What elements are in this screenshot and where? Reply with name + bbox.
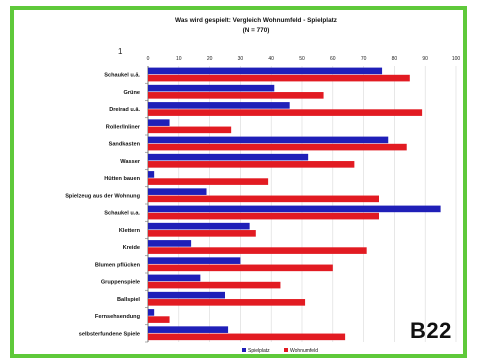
bar-wohnumfeld <box>148 316 170 323</box>
category-label: selbsterfundene Spiele <box>79 331 140 337</box>
legend: Spielplatz Wohnumfeld <box>242 348 318 354</box>
category-label: Kreide <box>123 245 140 251</box>
bar-spielplatz <box>148 153 309 161</box>
bar-spielplatz <box>148 102 290 109</box>
bar-wohnumfeld <box>148 212 379 220</box>
bar-spielplatz <box>148 136 389 144</box>
bar-spielplatz <box>148 171 155 178</box>
badge-label: B22 <box>410 318 452 343</box>
bar-wohnumfeld <box>148 143 407 151</box>
legend-label: Wohnumfeld <box>290 348 318 354</box>
category-label: Dreirad u.ä. <box>109 107 140 113</box>
bar-wohnumfeld <box>148 281 281 289</box>
bar-spielplatz <box>148 326 229 333</box>
category-label: Schaukel u.a. <box>104 211 140 217</box>
category-label: Wasser <box>120 159 141 165</box>
x-tick-label: 10 <box>176 56 182 62</box>
bar-spielplatz <box>148 274 201 282</box>
x-tick-labels: 0 10 20 30 40 50 60 70 80 90 100 <box>147 56 461 62</box>
x-tick-label: 90 <box>422 56 428 62</box>
x-tick-label: 70 <box>361 56 367 62</box>
bar-spielplatz <box>148 309 155 316</box>
bar-wohnumfeld <box>148 109 423 116</box>
legend-swatch <box>242 348 246 352</box>
bar-wohnumfeld <box>148 74 410 82</box>
category-label: Ballspiel <box>117 297 140 303</box>
x-tick-label: 0 <box>147 56 150 62</box>
category-label: Schaukel u.ä. <box>104 73 140 79</box>
x-tick-label: 100 <box>452 56 461 62</box>
bar-wohnumfeld <box>148 264 333 272</box>
x-tick-label: 30 <box>238 56 244 62</box>
stray-mark: 1 <box>118 47 123 56</box>
bar-wohnumfeld <box>148 230 256 237</box>
chart-title: Was wird gespielt: Vergleich Wohnumfeld … <box>175 17 337 24</box>
category-label: Blumen pflücken <box>95 262 141 268</box>
bars <box>148 67 441 341</box>
bar-spielplatz <box>148 119 170 126</box>
category-label: Fernsehsendung <box>95 314 141 320</box>
category-label: Spielzeug aus der Wohnung <box>65 193 140 199</box>
x-tick-label: 40 <box>268 56 274 62</box>
x-tick-label: 50 <box>299 56 305 62</box>
legend-label: Spielplatz <box>248 348 270 354</box>
x-tick-label: 60 <box>330 56 336 62</box>
bar-wohnumfeld <box>148 161 355 168</box>
category-label: Hütten bauen <box>104 176 140 182</box>
bar-wohnumfeld <box>148 299 306 306</box>
category-label: Grüne <box>124 90 140 96</box>
category-label: Roller/Inliner <box>106 124 141 130</box>
bar-wohnumfeld <box>148 92 324 99</box>
category-label: Sandkasten <box>109 142 141 148</box>
category-label: Klettern <box>119 228 141 234</box>
bar-wohnumfeld <box>148 195 379 203</box>
category-labels: Schaukel u.ä. Grüne Dreirad u.ä. Roller/Inl… <box>65 73 141 338</box>
legend-swatch <box>284 348 288 352</box>
bar-spielplatz <box>148 84 275 92</box>
bar-wohnumfeld <box>148 247 367 254</box>
x-tick-label: 20 <box>207 56 213 62</box>
bar-wohnumfeld <box>148 333 346 341</box>
bar-wohnumfeld <box>148 178 269 185</box>
bar-spielplatz <box>148 291 225 299</box>
bar-spielplatz <box>148 240 192 247</box>
x-tick-label: 80 <box>392 56 398 62</box>
bar-spielplatz <box>148 222 250 230</box>
bar-spielplatz <box>148 257 241 264</box>
bar-spielplatz <box>148 188 207 195</box>
bar-spielplatz <box>148 67 383 75</box>
bar-spielplatz <box>148 205 441 213</box>
chart-subtitle: (N = 770) <box>243 27 270 34</box>
category-label: Gruppenspiele <box>101 280 140 286</box>
bar-wohnumfeld <box>148 126 232 134</box>
